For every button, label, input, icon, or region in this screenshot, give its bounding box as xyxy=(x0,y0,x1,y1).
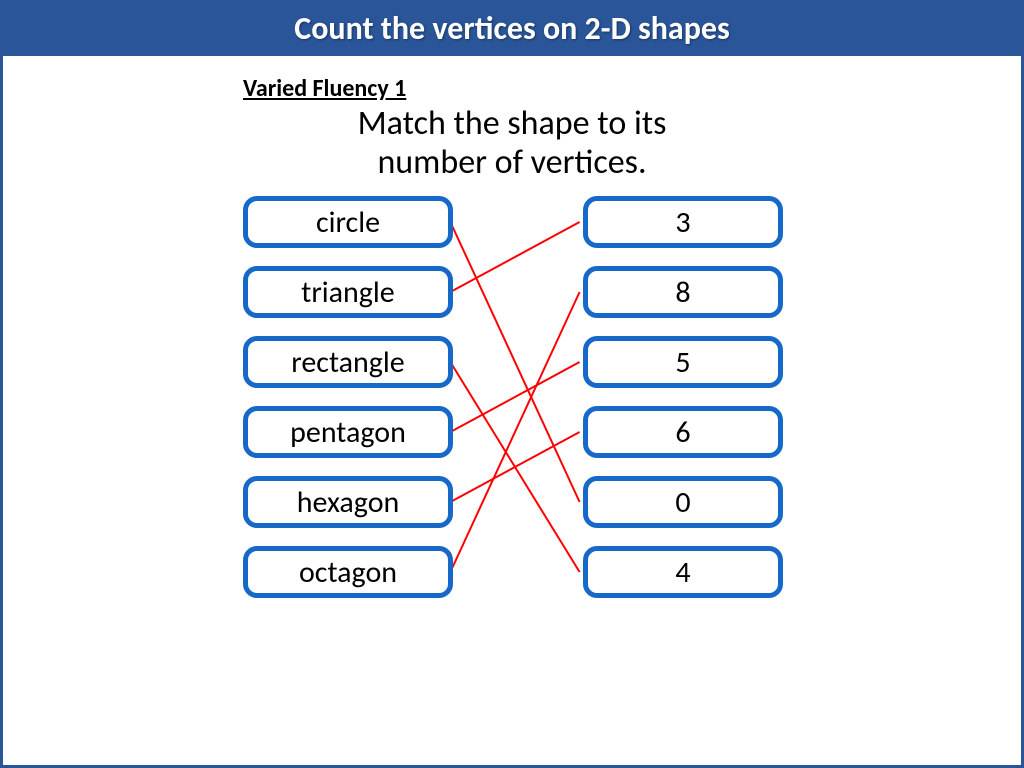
match-line xyxy=(450,222,579,502)
content-area: Varied Fluency 1 Match the shape to its … xyxy=(3,56,1021,766)
match-area: circle triangle rectangle pentagon hexagon oc… xyxy=(3,196,1021,656)
number-pill: 5 xyxy=(583,336,783,388)
instruction-text: Match the shape to its number of vertice… xyxy=(3,104,1021,182)
slide-frame: Count the vertices on 2-D shapes Varied … xyxy=(0,0,1024,768)
shape-pill: hexagon xyxy=(243,476,453,528)
shape-pill: circle xyxy=(243,196,453,248)
number-pill: 0 xyxy=(583,476,783,528)
instruction-line-2: number of vertices. xyxy=(377,142,646,183)
match-line xyxy=(450,292,579,572)
number-pill: 8 xyxy=(583,266,783,318)
shape-pill: octagon xyxy=(243,546,453,598)
shape-pill: pentagon xyxy=(243,406,453,458)
connection-lines xyxy=(3,196,1021,656)
match-line xyxy=(450,362,579,432)
match-line xyxy=(450,222,579,292)
number-pill: 6 xyxy=(583,406,783,458)
instruction-line-1: Match the shape to its xyxy=(358,103,667,144)
match-line xyxy=(450,432,579,502)
slide-title: Count the vertices on 2-D shapes xyxy=(3,3,1021,56)
section-label: Varied Fluency 1 xyxy=(243,74,406,103)
number-pill: 3 xyxy=(583,196,783,248)
shape-pill: rectangle xyxy=(243,336,453,388)
match-line xyxy=(450,362,579,572)
shape-pill: triangle xyxy=(243,266,453,318)
number-pill: 4 xyxy=(583,546,783,598)
